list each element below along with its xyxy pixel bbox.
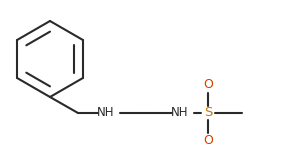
Text: NH: NH — [97, 107, 115, 120]
Text: S: S — [204, 107, 212, 120]
Text: O: O — [203, 134, 213, 147]
Text: NH: NH — [171, 107, 189, 120]
Text: O: O — [203, 78, 213, 92]
